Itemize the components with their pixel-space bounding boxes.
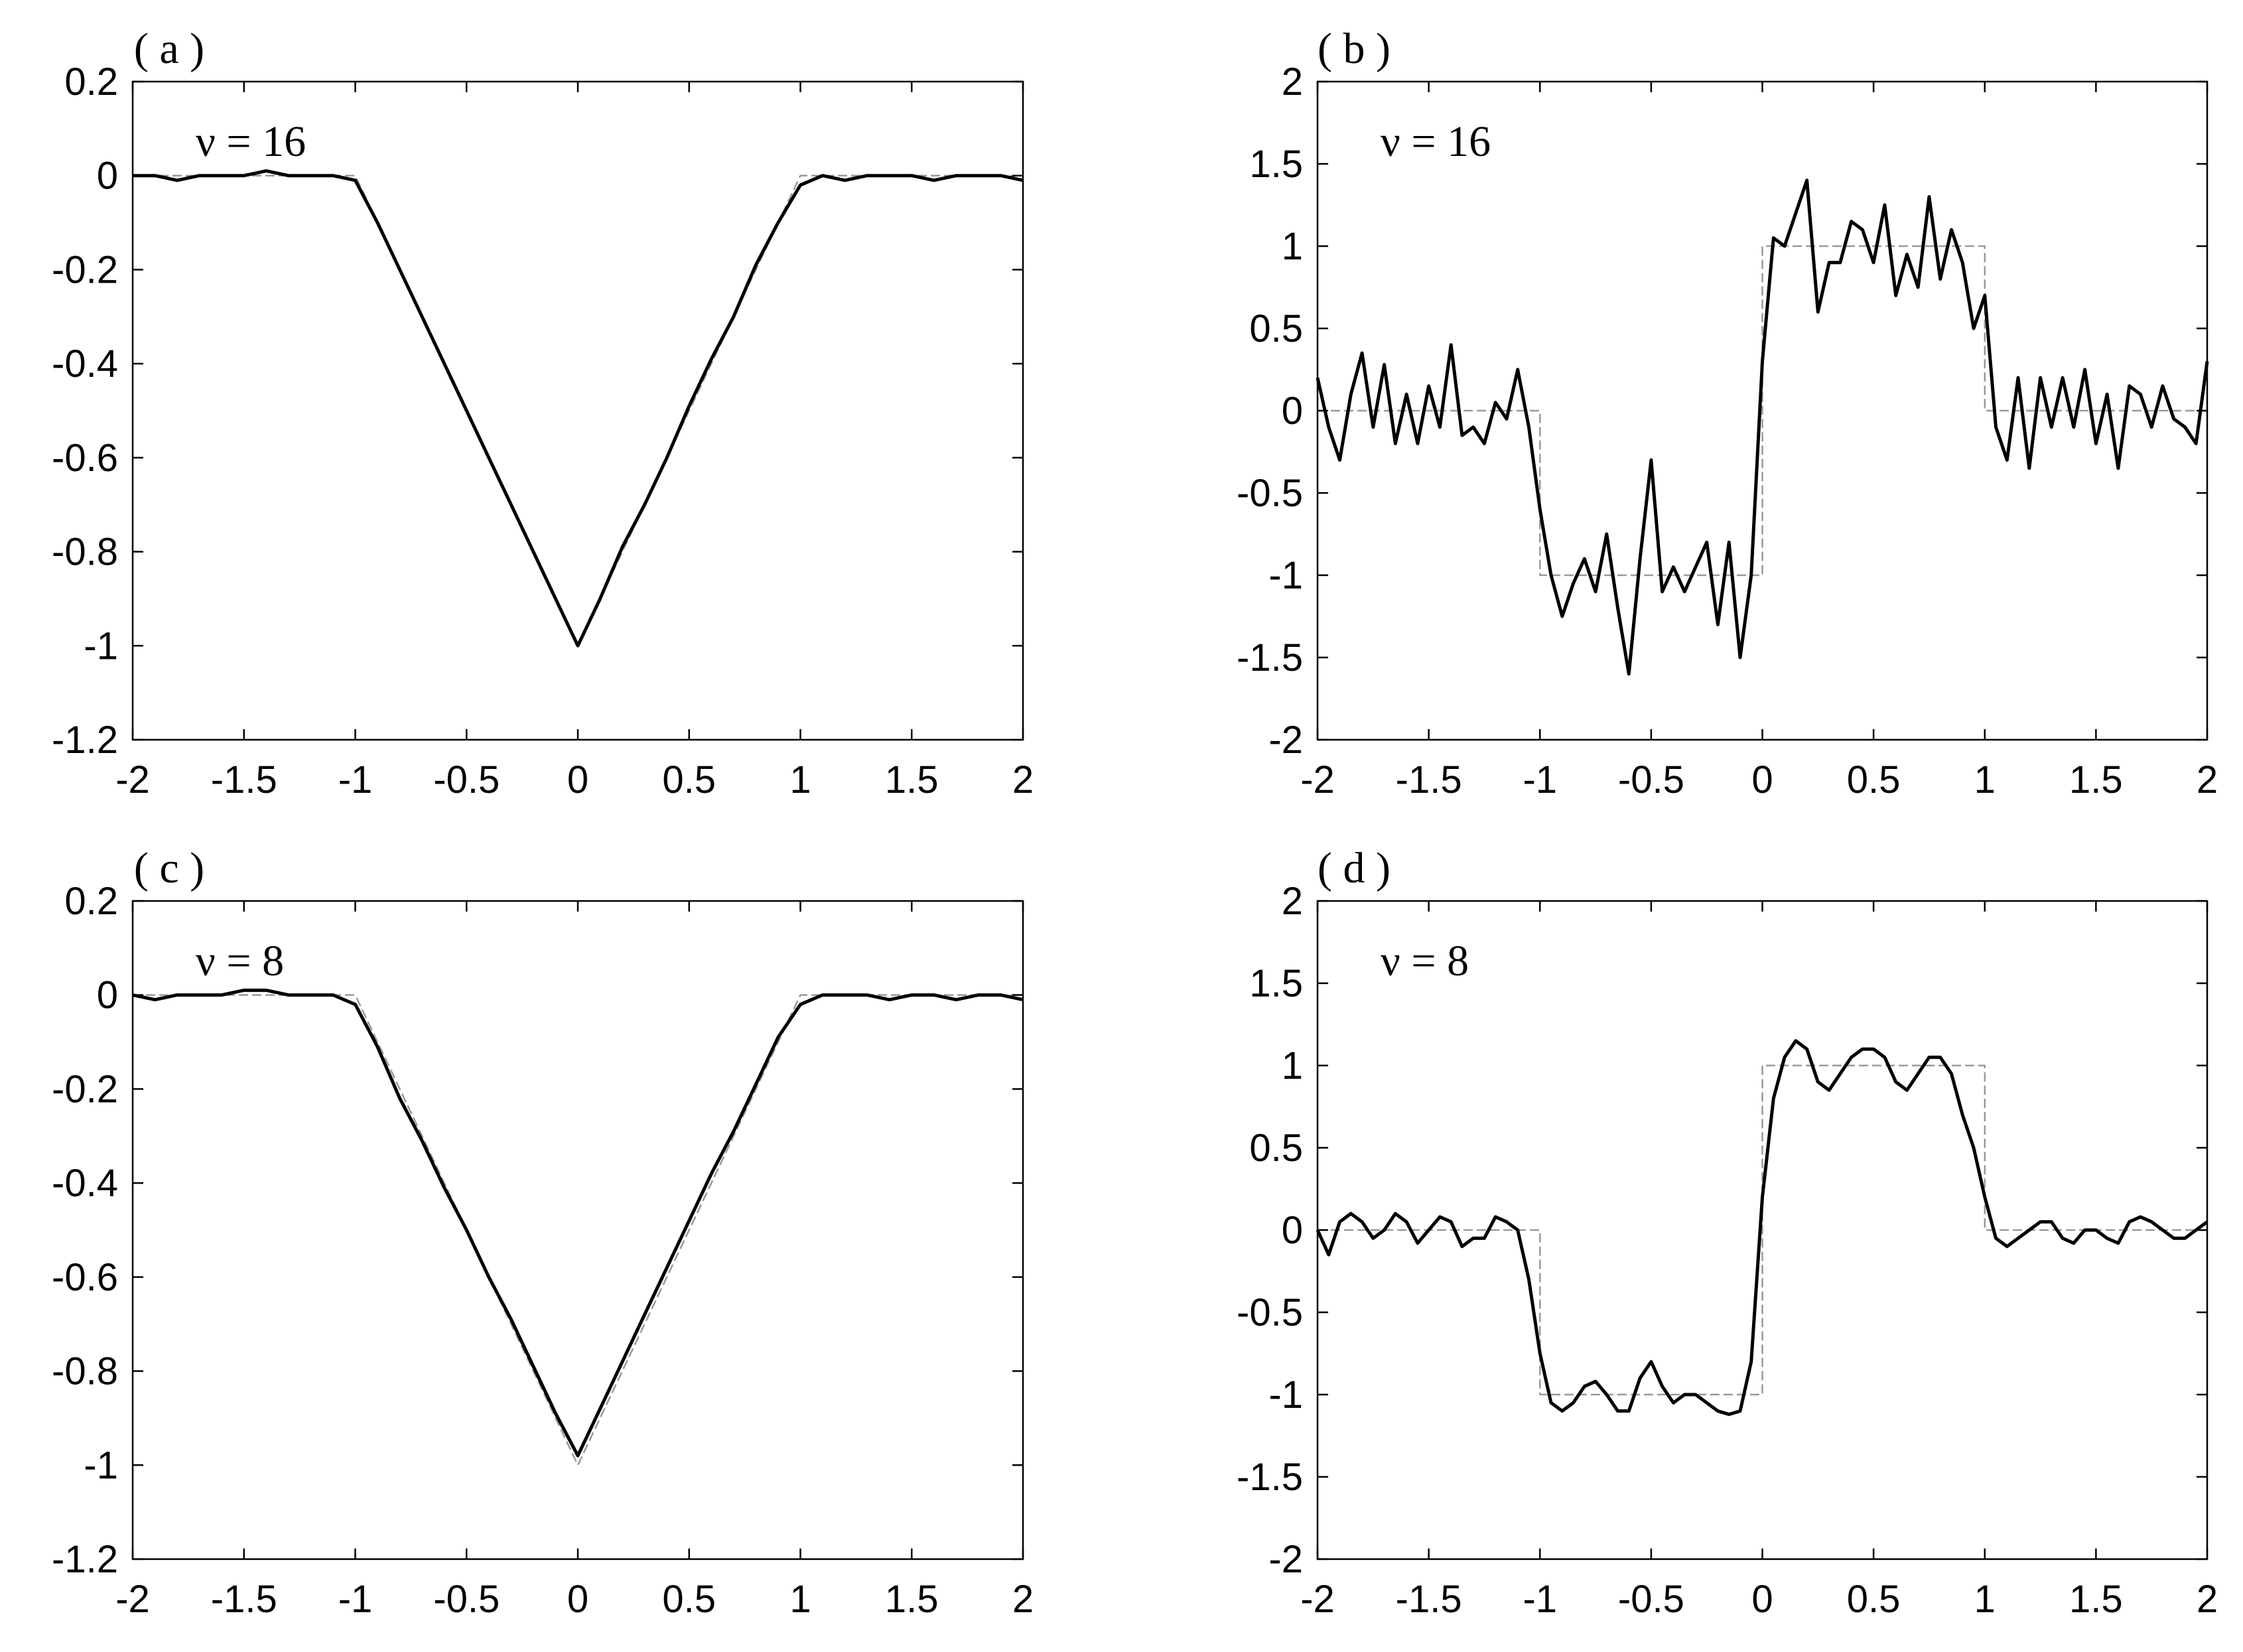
y-tick-label: -0.5 bbox=[1237, 472, 1303, 515]
x-tick-label: -2 bbox=[115, 758, 150, 801]
x-tick-label: 2 bbox=[1012, 1578, 1034, 1621]
panel: -2 -1.5 -1 -0.5 0 0.5 1 1.5 2 -2 -1.5 -1 -0.5 0 0.5 1 1.… bbox=[1237, 844, 2218, 1621]
x-tick-label: 2 bbox=[2197, 1578, 2218, 1621]
y-tick-label: -1.5 bbox=[1237, 636, 1303, 679]
y-tick-label: -0.8 bbox=[52, 1350, 118, 1393]
y-tick-label: -1.2 bbox=[52, 719, 118, 762]
reference-line bbox=[1318, 245, 2207, 577]
y-tick-label: -1.2 bbox=[52, 1538, 118, 1581]
y-tick-label: -0.2 bbox=[52, 248, 118, 291]
x-tick-label: 0.5 bbox=[662, 1578, 716, 1621]
x-tick-label: 0.5 bbox=[1847, 758, 1901, 801]
x-tick-label: 0.5 bbox=[1847, 1578, 1901, 1621]
data-line bbox=[1316, 1039, 2209, 1416]
y-tick-label: 1.5 bbox=[1249, 962, 1303, 1005]
x-tick-label: -0.5 bbox=[1618, 1578, 1684, 1621]
y-tick-label: -0.8 bbox=[52, 531, 118, 574]
y-tick-label: -0.6 bbox=[52, 437, 118, 480]
data-line bbox=[132, 989, 1024, 1458]
y-tick-label: -0.5 bbox=[1237, 1291, 1303, 1334]
y-tick-label: -0.6 bbox=[52, 1256, 118, 1299]
x-tick-label: -1.5 bbox=[1396, 758, 1462, 801]
x-tick-label: -2 bbox=[115, 1578, 150, 1621]
x-tick-label: 1.5 bbox=[885, 758, 939, 801]
y-tick-label: -1 bbox=[84, 1444, 118, 1487]
y-tick-label: -0.4 bbox=[52, 1162, 118, 1205]
x-tick-label: -0.5 bbox=[433, 1578, 500, 1621]
x-tick-label: 0 bbox=[1751, 758, 1773, 801]
y-tick-label: 2 bbox=[1282, 60, 1303, 103]
y-tick-label: -2 bbox=[1268, 719, 1303, 762]
y-tick-label: 1 bbox=[1282, 225, 1303, 268]
x-tick-label: -1 bbox=[1523, 758, 1557, 801]
panel-label: ( c ) bbox=[134, 844, 204, 892]
x-tick-label: 1.5 bbox=[2069, 1578, 2123, 1621]
x-tick-label: 0 bbox=[567, 758, 588, 801]
panel-annotation: ν = 8 bbox=[196, 937, 284, 985]
y-tick-label: 2 bbox=[1282, 880, 1303, 923]
x-tick-label: 1 bbox=[789, 758, 811, 801]
x-tick-label: 0 bbox=[567, 1578, 588, 1621]
x-tick-label: 1.5 bbox=[885, 1578, 939, 1621]
panel-annotation: ν = 16 bbox=[196, 117, 306, 166]
x-tick-label: -1 bbox=[338, 758, 373, 801]
x-tick-label: -1 bbox=[1523, 1578, 1557, 1621]
reference-line bbox=[133, 994, 1023, 1466]
reference-line bbox=[1318, 1064, 2207, 1396]
y-tick-label: -2 bbox=[1268, 1538, 1303, 1581]
x-tick-label: -1.5 bbox=[211, 1578, 277, 1621]
panel: -2 -1.5 -1 -0.5 0 0.5 1 1.5 2 -2 -1.5 -1 -0.5 0 0.5 1 1.… bbox=[1237, 25, 2218, 801]
y-tick-label: -1 bbox=[84, 624, 118, 667]
x-tick-label: 1.5 bbox=[2069, 758, 2123, 801]
y-tick-label: 0 bbox=[97, 155, 118, 198]
x-tick-label: -0.5 bbox=[1618, 758, 1684, 801]
y-tick-label: 0.5 bbox=[1249, 307, 1303, 350]
x-tick-label: 1 bbox=[1974, 758, 1996, 801]
reference-line bbox=[133, 174, 1023, 647]
panel: -1.2 -1 -0.8 -0.6 -0.4 -0.2 0 0.2 -2 -1.5 -1 -0.5 0 0… bbox=[52, 844, 1034, 1621]
y-tick-label: -1 bbox=[1268, 554, 1303, 597]
x-tick-label: -2 bbox=[1300, 758, 1335, 801]
x-tick-label: 0.5 bbox=[662, 758, 716, 801]
x-tick-label: 1 bbox=[1974, 1578, 1996, 1621]
x-tick-label: -2 bbox=[1300, 1578, 1335, 1621]
y-tick-label: 0 bbox=[97, 974, 118, 1017]
y-tick-label: 0.5 bbox=[1249, 1127, 1303, 1170]
y-tick-label: 0 bbox=[1282, 1209, 1303, 1252]
y-tick-label: 0.2 bbox=[64, 880, 118, 923]
x-tick-label: -0.5 bbox=[433, 758, 500, 801]
x-tick-label: -1.5 bbox=[1396, 1578, 1462, 1621]
y-tick-label: 0 bbox=[1282, 389, 1303, 433]
data-line bbox=[133, 169, 1024, 648]
x-tick-label: -1 bbox=[338, 1578, 373, 1621]
y-tick-label: -1 bbox=[1268, 1373, 1303, 1416]
x-tick-label: 1 bbox=[789, 1578, 811, 1621]
x-tick-label: 0 bbox=[1751, 1578, 1773, 1621]
panel-annotation: ν = 8 bbox=[1381, 937, 1469, 985]
plot-frame bbox=[131, 80, 1024, 741]
panel-label: ( a ) bbox=[134, 25, 204, 73]
y-tick-label: 0.2 bbox=[64, 60, 118, 103]
y-tick-label: 1 bbox=[1282, 1044, 1303, 1087]
x-tick-label: -1.5 bbox=[211, 758, 277, 801]
x-tick-label: 2 bbox=[1012, 758, 1034, 801]
y-tick-label: -0.2 bbox=[52, 1067, 118, 1111]
y-tick-label: -1.5 bbox=[1237, 1456, 1303, 1499]
y-tick-label: -0.4 bbox=[52, 342, 118, 385]
x-tick-label: 2 bbox=[2197, 758, 2218, 801]
panel-label: ( d ) bbox=[1318, 844, 1391, 892]
panel-annotation: ν = 16 bbox=[1381, 117, 1491, 166]
panel: -1.2 -1 -0.8 -0.6 -0.4 -0.2 0 0.2 -2 -1.5 -1 -0.5 0 0… bbox=[52, 25, 1034, 801]
panel-label: ( b ) bbox=[1318, 25, 1391, 73]
y-tick-label: 1.5 bbox=[1249, 143, 1303, 186]
data-line bbox=[1316, 178, 2209, 676]
